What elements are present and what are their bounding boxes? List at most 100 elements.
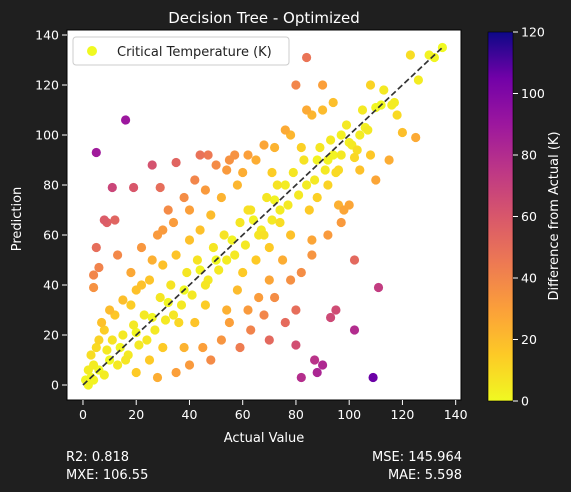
scatter-point [286, 230, 296, 240]
y-tick-label: 60 [43, 228, 59, 243]
scatter-point [113, 250, 123, 260]
scatter-point [94, 335, 104, 345]
scatter-point [168, 310, 179, 320]
scatter-point [240, 240, 250, 250]
scatter-point [259, 140, 269, 150]
y-tick-label: 20 [43, 328, 59, 343]
scatter-point [158, 342, 168, 353]
scatter-point [158, 260, 168, 270]
scatter-point [126, 267, 136, 278]
scatter-point [371, 102, 381, 113]
scatter-point [291, 305, 301, 315]
scatter-point [136, 242, 147, 253]
scatter-point [206, 355, 216, 365]
scatter-point [158, 225, 168, 235]
scatter-point [373, 282, 384, 293]
x-tick-label: 20 [128, 407, 144, 422]
scatter-point [150, 325, 160, 335]
scatter-point [129, 320, 139, 330]
y-tick-label: 40 [43, 278, 59, 293]
scatter-point [121, 115, 131, 125]
colorbar-tick-label: 60 [521, 209, 537, 224]
scatter-point [296, 267, 306, 278]
scatter-point [259, 230, 269, 240]
scatter-point [195, 150, 205, 160]
scatter-point [200, 280, 210, 290]
scatter-point [424, 50, 434, 60]
scatter-point [283, 200, 293, 210]
legend-box [72, 36, 290, 66]
scatter-point [320, 165, 330, 175]
scatter-point [323, 230, 333, 240]
y-tick-label: 0 [51, 378, 59, 393]
scatter-point [352, 145, 362, 155]
scatter-point [176, 300, 187, 310]
scatter-point [211, 160, 221, 170]
scatter-point [184, 235, 195, 245]
scatter-point [336, 130, 346, 140]
scatter-point [310, 355, 320, 365]
scatter-point [280, 317, 290, 328]
scatter-point [105, 305, 115, 315]
scatter-point [267, 167, 277, 178]
scatter-point [155, 182, 165, 193]
scatter-point [307, 250, 317, 260]
scatter-point [222, 165, 232, 175]
scatter-point [286, 275, 296, 285]
legend: Critical Temperature (K) [72, 36, 290, 66]
scatter-point [307, 235, 317, 245]
scatter-point [235, 342, 245, 353]
scatter-point [251, 255, 261, 265]
scatter-point [326, 135, 336, 145]
colorbar-tick-label: 80 [521, 148, 537, 163]
metrics: R2: 0.818 MXE: 106.55 MSE: 145.964 MAE: … [66, 450, 462, 483]
scatter-point [168, 217, 179, 228]
scatter-point [89, 282, 99, 293]
x-axis-ticks: 0 20 40 60 80 100 120 140 [79, 400, 468, 422]
metric-mse: MSE: 145.964 [372, 450, 462, 465]
scatter-point [126, 300, 136, 310]
scatter-point [328, 97, 338, 108]
scatter-point [238, 267, 248, 278]
scatter-point [182, 267, 192, 278]
scatter-point [190, 175, 200, 185]
scatter-point [278, 255, 288, 265]
scatter-point [184, 205, 195, 215]
scatter-point [238, 167, 248, 178]
scatter-point [107, 182, 117, 193]
x-axis-label: Actual Value [224, 431, 305, 446]
x-tick-label: 140 [444, 407, 468, 422]
scatter-point [208, 242, 218, 253]
scatter-point [312, 192, 322, 203]
scatter-point [341, 120, 352, 130]
scatter-point [336, 150, 346, 160]
scatter-point [147, 255, 157, 265]
scatter-point [94, 262, 104, 273]
scatter-point [272, 180, 282, 190]
scatter-point [121, 355, 131, 365]
scatter-point [310, 175, 320, 185]
scatter-point [275, 217, 285, 228]
scatter-point [349, 325, 360, 335]
colorbar-tick-label: 120 [521, 25, 545, 40]
scatter-point [99, 370, 109, 380]
scatter-point [280, 125, 290, 135]
scatter-point [270, 195, 280, 205]
scatter-point [357, 105, 368, 115]
scatter-point [224, 317, 234, 328]
scatter-point [264, 335, 274, 345]
colorbar-tick-label: 40 [521, 271, 537, 286]
scatter-point [230, 250, 240, 260]
scatter-point [331, 305, 341, 315]
scatter-point [304, 205, 314, 215]
scatter-point [371, 175, 381, 185]
scatter-point [144, 355, 155, 365]
scatter-point [259, 310, 269, 320]
scatter-point [224, 155, 234, 165]
scatter-point [136, 280, 147, 290]
colorbar-ticks: 0 20 40 60 80 100 120 [513, 25, 545, 409]
scatter-point [134, 340, 144, 350]
x-tick-label: 0 [79, 407, 87, 422]
scatter-point [216, 192, 226, 203]
x-tick-label: 100 [337, 407, 361, 422]
